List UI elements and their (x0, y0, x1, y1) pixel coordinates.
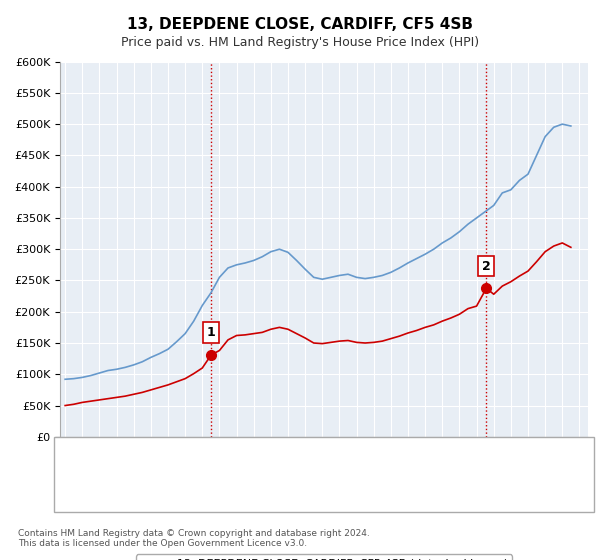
Text: 08-JUL-2003: 08-JUL-2003 (120, 466, 192, 480)
Text: Price paid vs. HM Land Registry's House Price Index (HPI): Price paid vs. HM Land Registry's House … (121, 36, 479, 49)
Text: This data is licensed under the Open Government Licence v3.0.: This data is licensed under the Open Gov… (18, 539, 307, 548)
Text: 39% ↓ HPI: 39% ↓ HPI (372, 489, 434, 502)
Text: 1: 1 (207, 326, 215, 339)
Text: 40% ↓ HPI: 40% ↓ HPI (372, 466, 434, 480)
Text: 1: 1 (62, 468, 70, 478)
Legend: 13, DEEPDENE CLOSE, CARDIFF, CF5 4SB (detached house), HPI: Average price, detac: 13, DEEPDENE CLOSE, CARDIFF, CF5 4SB (de… (136, 554, 512, 560)
Text: 13, DEEPDENE CLOSE, CARDIFF, CF5 4SB: 13, DEEPDENE CLOSE, CARDIFF, CF5 4SB (127, 17, 473, 32)
Text: Contains HM Land Registry data © Crown copyright and database right 2024.: Contains HM Land Registry data © Crown c… (18, 529, 370, 538)
Text: £131,000: £131,000 (252, 466, 308, 480)
Text: 2: 2 (482, 260, 491, 273)
Text: 2: 2 (62, 491, 70, 501)
Text: £237,500: £237,500 (252, 489, 308, 502)
Text: 29-JUL-2019: 29-JUL-2019 (120, 489, 193, 502)
